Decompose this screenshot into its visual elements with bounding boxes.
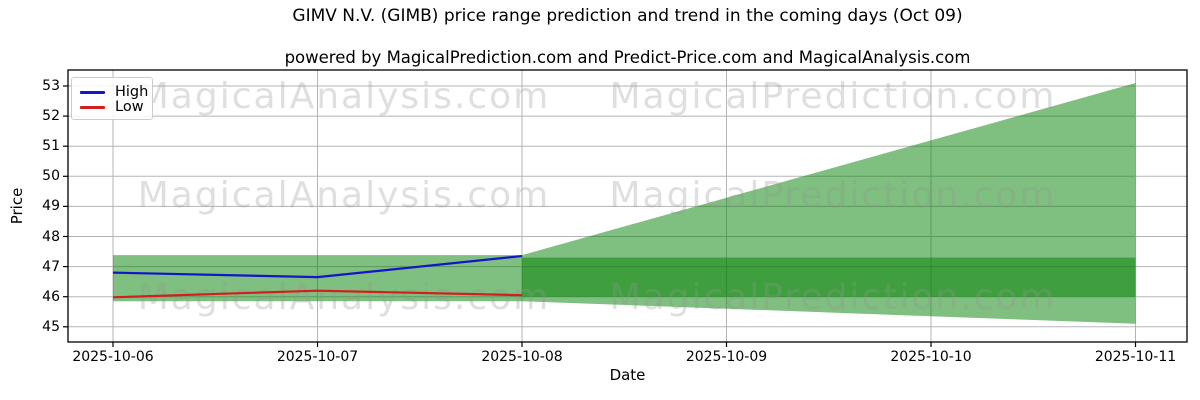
legend-item-low: Low xyxy=(80,100,144,115)
chart-subtitle: powered by MagicalPrediction.com and Pre… xyxy=(284,48,971,67)
y-tick-label: 48 xyxy=(42,228,60,245)
x-axis-label: Date xyxy=(609,366,646,384)
series-line-low xyxy=(112,289,523,299)
legend-label-high: High xyxy=(115,84,149,100)
x-tick-label: 2025-10-08 xyxy=(481,349,563,365)
forecast-range-band xyxy=(522,257,1136,297)
x-tick-label: 2025-10-07 xyxy=(276,349,359,365)
y-tick-label: 52 xyxy=(42,108,60,125)
low-line-swatch xyxy=(80,106,105,109)
y-tick-label: 50 xyxy=(42,168,60,185)
legend-label-low: Low xyxy=(115,99,144,115)
y-tick-label: 46 xyxy=(42,288,60,305)
high-line-swatch xyxy=(80,91,105,94)
legend-item-high: High xyxy=(80,85,148,100)
y-tick-label: 49 xyxy=(42,198,60,215)
y-tick-label: 45 xyxy=(42,318,60,335)
watermark-text: MagicalAnalysis.com xyxy=(138,277,550,318)
y-tick-label: 51 xyxy=(42,138,60,155)
x-tick-label: 2025-10-06 xyxy=(72,349,154,365)
y-tick-label: 47 xyxy=(42,258,60,275)
legend: High Low xyxy=(71,77,153,120)
y-tick-label: 53 xyxy=(42,78,60,94)
x-tick-label: 2025-10-10 xyxy=(890,349,972,365)
watermark-text: MagicalAnalysis.com xyxy=(138,175,550,216)
chart-title: GIMV N.V. (GIMB) price range prediction … xyxy=(292,6,963,26)
x-tick-label: 2025-10-11 xyxy=(1094,349,1177,365)
watermark-text: MagicalPrediction.com xyxy=(610,76,1057,117)
watermark-text: MagicalPrediction.com xyxy=(610,175,1057,216)
x-tick-label: 2025-10-09 xyxy=(685,349,768,365)
watermark-text: MagicalAnalysis.com xyxy=(138,76,550,117)
watermark-text: MagicalPrediction.com xyxy=(610,277,1057,318)
series-line-high xyxy=(112,254,523,279)
